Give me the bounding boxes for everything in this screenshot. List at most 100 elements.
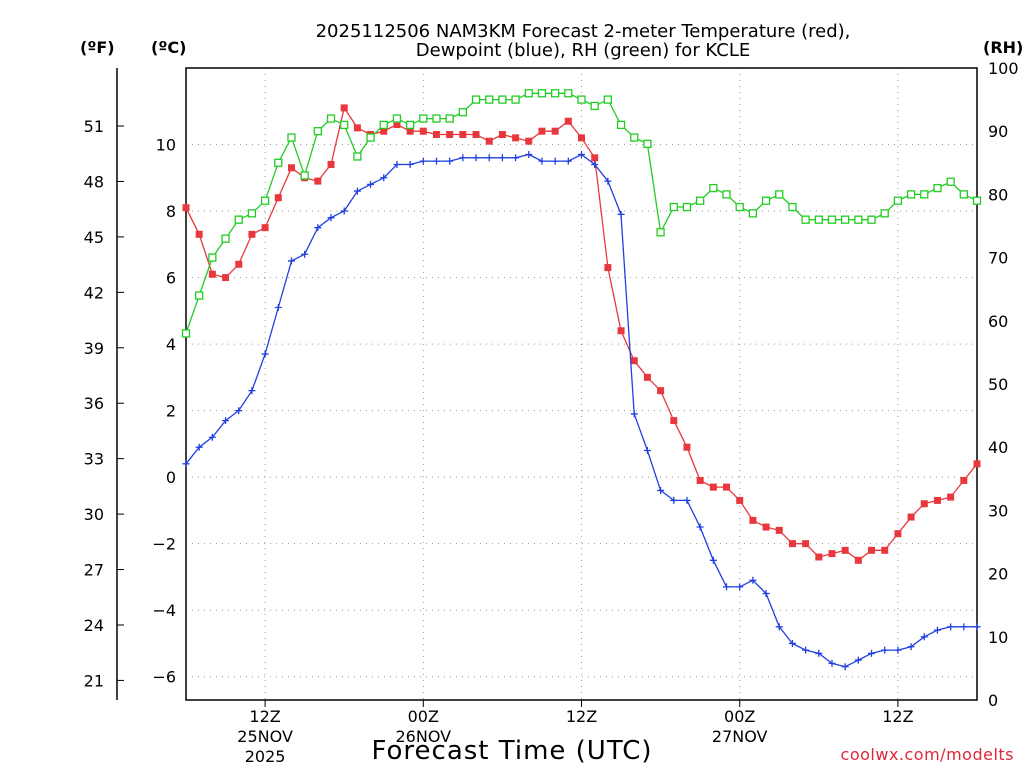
temperature-point xyxy=(182,204,190,212)
rh-point xyxy=(696,196,705,205)
dewpoint-point xyxy=(512,154,520,162)
dewpoint-point xyxy=(657,486,665,494)
temperature-point xyxy=(709,483,717,491)
temperature-point xyxy=(868,546,876,554)
dewpoint-point xyxy=(788,639,796,647)
dewpoint-point xyxy=(894,646,902,654)
dewpoint-point xyxy=(498,154,506,162)
temperature-point xyxy=(960,476,968,484)
temperature-point xyxy=(815,553,823,561)
grid-lines xyxy=(186,68,977,700)
dewpoint-point xyxy=(591,160,599,168)
dewpoint-point xyxy=(472,154,480,162)
dewpoint-point xyxy=(881,646,889,654)
rh-tick-label: 100 xyxy=(988,59,1019,78)
temperature-point xyxy=(274,194,282,202)
rh-tick-label: 90 xyxy=(988,122,1008,141)
celsius-unit-label: (ºC) xyxy=(151,38,186,57)
date-tick-label: 27NOV xyxy=(712,727,768,746)
dewpoint-point xyxy=(723,583,731,591)
temperature-point xyxy=(525,137,533,145)
fahrenheit-tick-label: 39 xyxy=(84,339,104,358)
rh-point xyxy=(946,177,955,186)
dewpoint-point xyxy=(749,576,757,584)
rh-point xyxy=(880,209,889,218)
dewpoint-point xyxy=(828,659,836,667)
data-series xyxy=(181,89,982,671)
dewpoint-point xyxy=(353,187,361,195)
fahrenheit-tick-label: 30 xyxy=(84,505,104,524)
dewpoint-point xyxy=(301,250,309,258)
celsius-tick-label: −2 xyxy=(152,535,176,554)
date-tick-label: 26NOV xyxy=(396,727,452,746)
dewpoint-point xyxy=(446,157,454,165)
celsius-tick-label: 0 xyxy=(166,468,176,487)
dewpoint-point xyxy=(419,157,427,165)
dewpoint-point xyxy=(920,633,928,641)
rh-tick-label: 10 xyxy=(988,628,1008,647)
dewpoint-point xyxy=(525,150,533,158)
temperature-point xyxy=(657,387,665,395)
dewpoint-point xyxy=(775,623,783,631)
rh-point xyxy=(432,114,441,123)
dewpoint-point xyxy=(709,556,717,564)
rh-point xyxy=(537,89,547,98)
rh-point xyxy=(511,95,520,104)
temperature-point xyxy=(498,131,506,139)
dewpoint-point xyxy=(393,160,401,168)
celsius-tick-label: 2 xyxy=(166,402,176,421)
rh-point xyxy=(260,196,270,205)
dewpoint-point xyxy=(630,410,638,418)
credit-text: coolwx.com/modelts xyxy=(841,745,1014,764)
rh-tick-label: 20 xyxy=(988,565,1008,584)
fahrenheit-tick-label: 21 xyxy=(84,671,104,690)
rh-tick-label: 70 xyxy=(988,249,1008,268)
dewpoint-point xyxy=(933,626,941,634)
temperature-point xyxy=(881,546,889,554)
temperature-point xyxy=(248,230,256,238)
temperature-point xyxy=(287,164,295,172)
dewpoint-point xyxy=(274,303,282,311)
rh-point xyxy=(906,190,916,199)
temperature-point xyxy=(446,131,454,139)
temperature-point xyxy=(841,546,849,554)
fahrenheit-tick-label: 45 xyxy=(84,228,104,247)
dewpoint-point xyxy=(222,417,230,425)
dewpoint-point xyxy=(459,154,467,162)
rh-point xyxy=(498,95,507,104)
fahrenheit-axis-ticks: 21 24 27 30 33 36 39 42 45 48 51 xyxy=(84,117,124,690)
temperature-point xyxy=(208,270,216,278)
rh-point xyxy=(893,196,903,205)
rh-point xyxy=(682,202,692,212)
dewpoint-point xyxy=(432,157,440,165)
dewpoint-point xyxy=(551,157,559,165)
celsius-axis-ticks: −6 −4 −2 0 2 4 6 8 10 xyxy=(152,136,176,687)
dewpoint-point xyxy=(340,207,348,215)
temperature-point xyxy=(538,127,546,135)
rh-axis-ticks: 0 10 20 30 40 50 60 70 80 90 100 xyxy=(988,59,1019,710)
rh-tick-label: 50 xyxy=(988,375,1008,394)
celsius-tick-label: 8 xyxy=(166,202,176,221)
rh-point xyxy=(405,120,415,130)
temperature-point xyxy=(406,127,414,135)
fahrenheit-tick-label: 36 xyxy=(84,394,104,413)
rh-point xyxy=(471,95,481,104)
temperature-point xyxy=(235,260,243,268)
fahrenheit-tick-label: 27 xyxy=(84,561,104,580)
dewpoint-point xyxy=(947,623,955,631)
fahrenheit-tick-label: 33 xyxy=(84,450,104,469)
year-tick-label: 2025 xyxy=(245,747,286,766)
rh-point xyxy=(274,158,283,167)
temperature-point xyxy=(419,127,427,135)
dewpoint-point xyxy=(643,447,651,455)
dewpoint-point xyxy=(406,160,414,168)
rh-point xyxy=(392,114,402,123)
dewpoint-point xyxy=(683,496,691,504)
dewpoint-point xyxy=(538,157,546,165)
temperature-point xyxy=(854,556,862,564)
rh-point xyxy=(379,120,388,130)
time-tick-label: 12Z xyxy=(882,707,913,726)
fahrenheit-tick-label: 42 xyxy=(84,283,104,302)
dewpoint-point xyxy=(287,257,295,265)
dewpoint-point xyxy=(815,649,823,657)
